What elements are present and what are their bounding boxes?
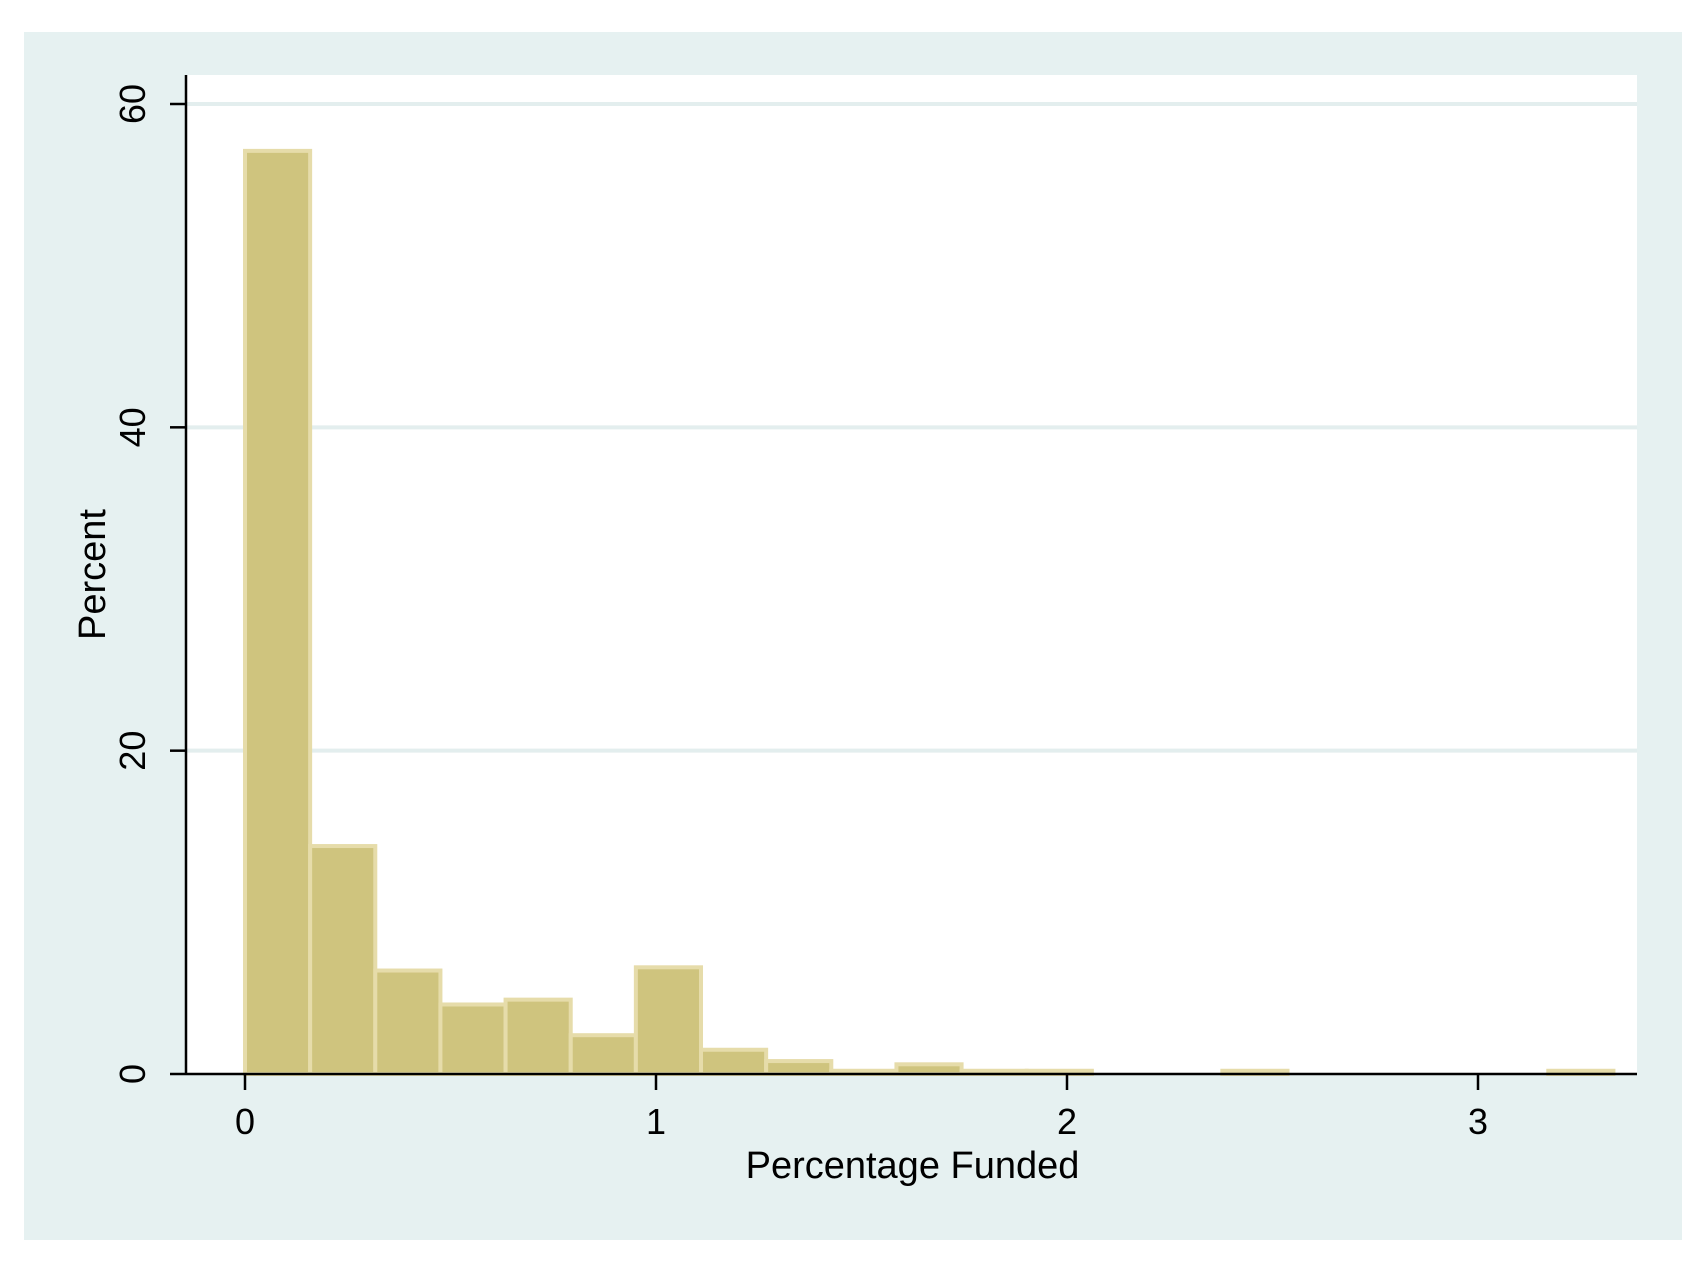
histogram-bar-8 (764, 1059, 834, 1076)
histogram-bar-3 (438, 1002, 508, 1077)
histogram-bar-1 (308, 844, 378, 1076)
y-axis-label: Percent (72, 509, 114, 640)
histogram-bar-5 (568, 1033, 638, 1076)
histogram-bar-10 (894, 1062, 964, 1077)
y-tick-label-0: 0 (112, 1064, 153, 1084)
gridlines (186, 102, 1637, 753)
plot-background (186, 75, 1637, 1074)
histogram-bar-7 (699, 1047, 769, 1076)
tick-labels: 0 20 40 60 0 1 2 3 (112, 84, 1488, 1142)
histogram-bar-0 (243, 148, 313, 1076)
histogram-bar-2 (373, 968, 443, 1076)
x-tick-label-0: 0 (235, 1101, 255, 1142)
histogram-bar-6 (633, 965, 704, 1076)
x-tick-label-3: 3 (1468, 1101, 1488, 1142)
y-tick-label-60: 60 (112, 84, 153, 124)
axes (170, 75, 1637, 1090)
x-tick-label-2: 2 (1057, 1101, 1077, 1142)
y-tick-label-20: 20 (112, 731, 153, 771)
histogram-bar-4 (503, 997, 573, 1077)
y-tick-label-40: 40 (112, 407, 153, 447)
x-axis-label: Percentage Funded (746, 1145, 1080, 1187)
x-tick-label-1: 1 (646, 1101, 666, 1142)
